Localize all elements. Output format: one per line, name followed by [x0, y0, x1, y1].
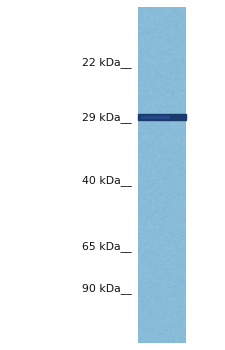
- Bar: [141, 116, 169, 118]
- Text: 29 kDa__: 29 kDa__: [82, 112, 132, 123]
- Bar: [138, 114, 186, 120]
- Text: 40 kDa__: 40 kDa__: [82, 175, 132, 186]
- Text: 90 kDa__: 90 kDa__: [82, 283, 132, 294]
- Text: 65 kDa__: 65 kDa__: [82, 241, 132, 252]
- Text: 22 kDa__: 22 kDa__: [82, 57, 132, 69]
